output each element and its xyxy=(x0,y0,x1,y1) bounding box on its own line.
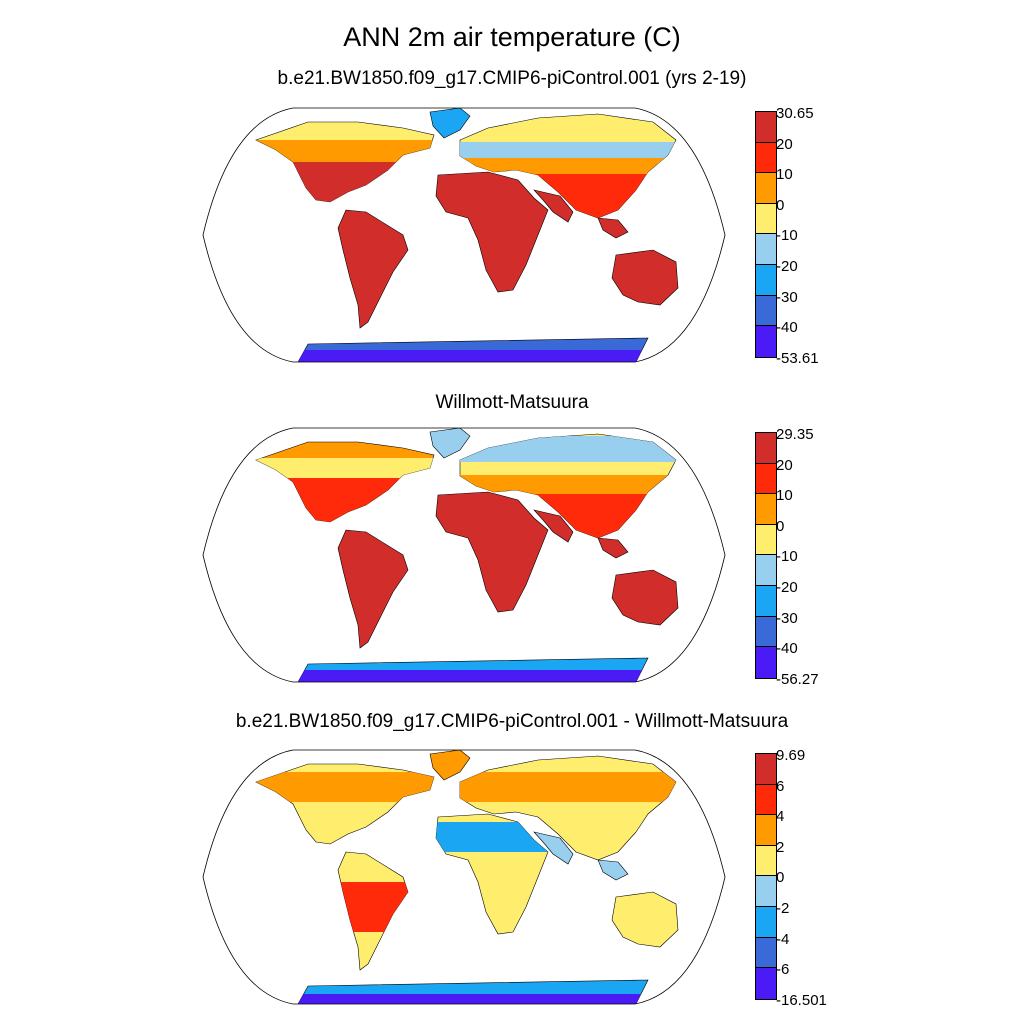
colorbar-swatch xyxy=(756,876,776,907)
colorbar-tick-label: 20 xyxy=(776,456,793,474)
colorbar-swatch xyxy=(756,815,776,846)
colorbar-swatch xyxy=(756,555,776,586)
landmass-arabiaIndia xyxy=(533,831,574,865)
landmass-africa xyxy=(435,171,549,293)
landmass-seAsia xyxy=(597,217,629,239)
colorbar-tick-label: 6 xyxy=(776,777,785,795)
colorbar-tick-label: 30.65 xyxy=(776,105,814,122)
colorbar-tick-label: 9.69 xyxy=(776,747,806,764)
colorbar-tick-label: -20 xyxy=(776,258,798,275)
colorbar-tick-label: 0 xyxy=(776,517,785,535)
colorbar-swatch xyxy=(756,784,776,816)
colorbar-tick-label: -30 xyxy=(776,288,798,306)
colorbar-swatch xyxy=(756,616,776,648)
panel-1-title: b.e21.BW1850.f09_g17.CMIP6-piControl.001… xyxy=(277,68,747,89)
colorbar-swatch xyxy=(756,585,776,617)
landmass-australia xyxy=(611,891,679,948)
colorbar-swatch xyxy=(756,845,776,877)
colorbar-swatch xyxy=(756,234,776,265)
colorbar-tick-label: 29.35 xyxy=(776,426,814,443)
colorbar-swatch xyxy=(756,937,776,969)
panel-3-title: b.e21.BW1850.f09_g17.CMIP6-piControl.001… xyxy=(235,711,789,732)
landmass-seAsia xyxy=(597,537,629,559)
temperature-band xyxy=(298,670,648,682)
temperature-band xyxy=(298,350,648,362)
colorbar-swatch xyxy=(756,264,776,296)
panel-1-colorbar xyxy=(755,111,777,358)
colorbar-swatch xyxy=(756,203,776,235)
temperature-band xyxy=(460,772,676,802)
landmass-greenland xyxy=(429,428,471,459)
colorbar-tick-label: 2 xyxy=(776,838,785,856)
panel-3-colorbar xyxy=(755,753,777,1000)
colorbar-swatch xyxy=(756,647,776,678)
colorbar-tick-label: 0 xyxy=(776,196,785,214)
colorbar-swatch xyxy=(756,142,776,174)
colorbar-tick-label: -2 xyxy=(776,900,790,917)
map-outline xyxy=(202,749,726,1005)
colorbar-tick-label: -56.27 xyxy=(776,670,819,688)
colorbar-tick-label: -6 xyxy=(776,961,790,979)
colorbar-swatch xyxy=(756,494,776,525)
colorbar-tick-label: -10 xyxy=(776,227,798,245)
landmass-australia xyxy=(611,249,679,306)
colorbar-tick-label: -20 xyxy=(776,579,798,596)
colorbar-tick-label: 0 xyxy=(776,869,785,887)
colorbar-swatch xyxy=(756,326,776,357)
colorbar-swatch xyxy=(756,112,776,143)
panel-3-map xyxy=(202,749,726,1005)
colorbar-tick-label: 20 xyxy=(776,135,793,153)
panel-2-map xyxy=(202,427,726,683)
panel-2-colorbar xyxy=(755,432,777,679)
landmass-seAsia xyxy=(597,859,629,881)
colorbar-tick-label: -53.61 xyxy=(776,349,819,367)
colorbar-swatch xyxy=(756,463,776,495)
landmass-arabiaIndia xyxy=(533,189,574,223)
landmass-greenland xyxy=(429,108,471,139)
map-outline xyxy=(202,107,726,363)
colorbar-tick-label: 10 xyxy=(776,487,793,505)
colorbar-swatch xyxy=(756,906,776,938)
colorbar-swatch xyxy=(756,524,776,556)
colorbar-tick-label: -40 xyxy=(776,319,798,337)
colorbar-swatch xyxy=(756,173,776,204)
colorbar-swatch xyxy=(756,295,776,327)
panel-1-map xyxy=(202,107,726,363)
colorbar-tick-label: -4 xyxy=(776,930,790,948)
landmass-southAmerica xyxy=(337,529,409,649)
colorbar-tick-label: -30 xyxy=(776,609,798,627)
landmass-arabiaIndia xyxy=(533,509,574,543)
map-outline xyxy=(202,427,726,683)
temperature-band xyxy=(436,822,548,852)
landmass-africa xyxy=(435,491,549,613)
colorbar-tick-label: -16.501 xyxy=(776,991,827,1009)
colorbar-swatch xyxy=(756,968,776,999)
colorbar-swatch xyxy=(756,433,776,464)
temperature-band xyxy=(298,994,648,1004)
landmass-greenland xyxy=(429,750,471,781)
landmass-southAmerica xyxy=(337,209,409,329)
landmass-australia xyxy=(611,569,679,626)
figure-title: ANN 2m air temperature (C) xyxy=(343,22,681,52)
colorbar-tick-label: -10 xyxy=(776,548,798,566)
colorbar-tick-label: 10 xyxy=(776,166,793,184)
panel-2-title: Willmott-Matsuura xyxy=(435,392,589,413)
colorbar-tick-label: -40 xyxy=(776,640,798,658)
temperature-band xyxy=(256,458,434,480)
colorbar-tick-label: 4 xyxy=(776,808,785,826)
colorbar-swatch xyxy=(756,754,776,785)
